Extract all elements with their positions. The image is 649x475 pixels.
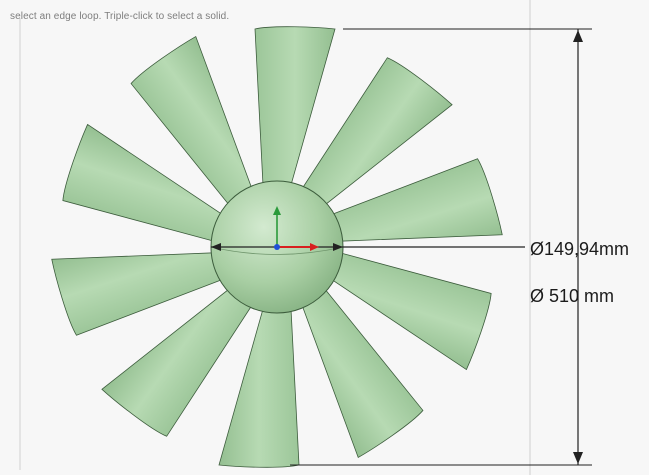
status-hint: select an edge loop. Triple-click to sel…: [10, 11, 230, 22]
fan-blade: [254, 26, 336, 186]
fan-blade: [101, 288, 253, 437]
fan-blade: [301, 288, 424, 459]
outer-diameter-label: Ø 510 mm: [530, 286, 615, 306]
hub-diameter-dimension: [211, 243, 525, 251]
outer-diameter-dimension: [290, 28, 592, 466]
axis-gizmo-icon: [273, 206, 319, 251]
hub-equator-line: [210, 246, 344, 255]
fan-blades: [51, 26, 503, 468]
fan-blade: [130, 35, 253, 206]
hub-diameter-label: Ø149,94mm: [530, 239, 630, 259]
fan-blade: [331, 158, 503, 242]
fan-blade: [331, 252, 492, 371]
fan-blade: [62, 123, 223, 242]
fan-blade: [51, 252, 223, 336]
fan-blade: [301, 57, 453, 206]
